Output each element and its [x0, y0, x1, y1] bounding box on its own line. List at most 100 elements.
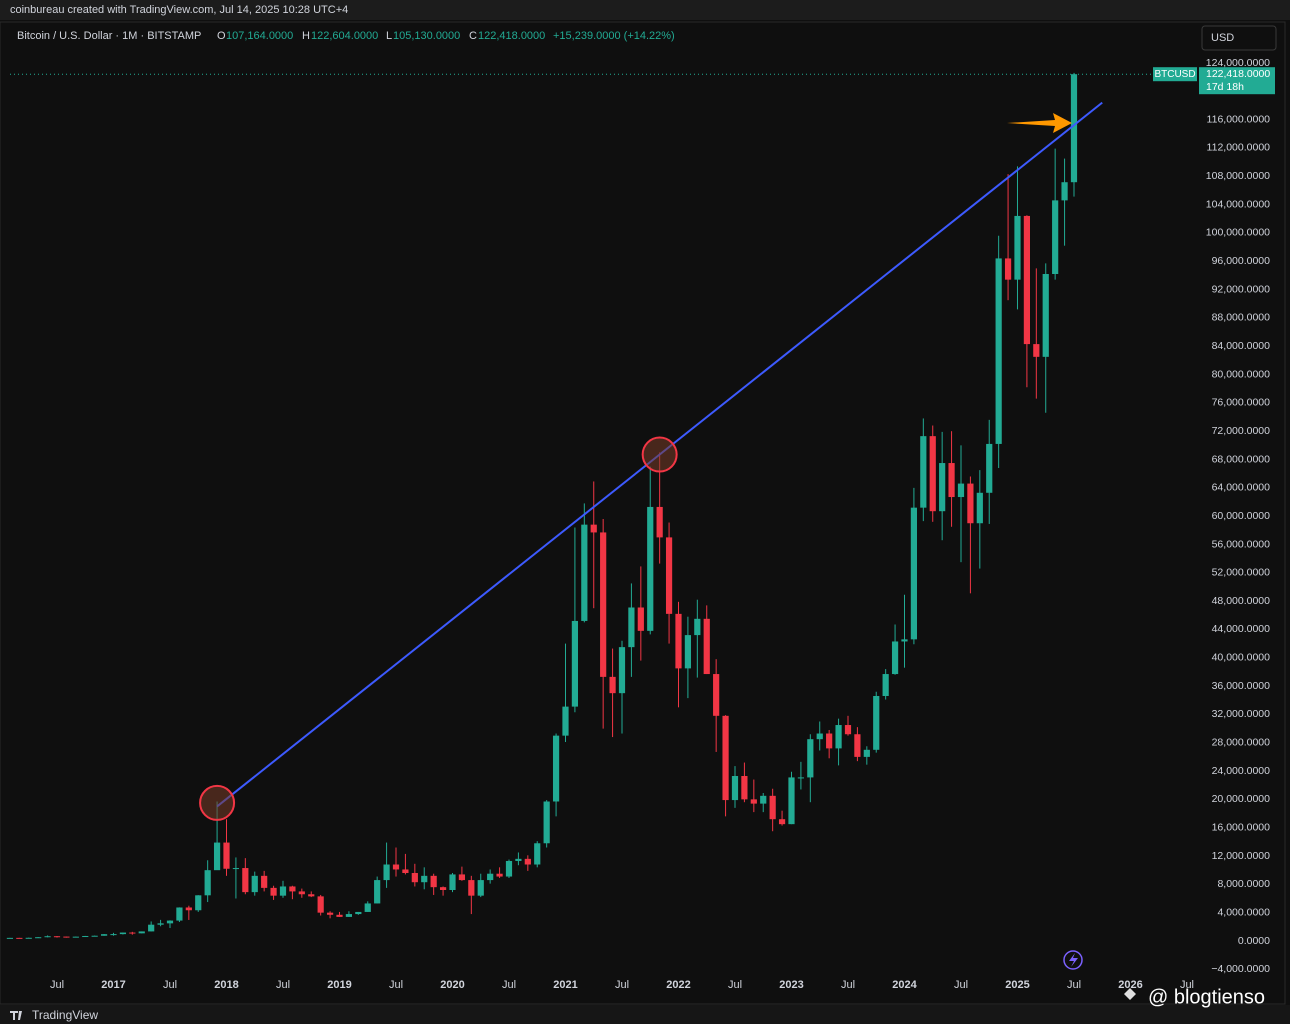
candle-body	[1070, 74, 1078, 183]
x-tick-label: 2019	[327, 979, 351, 991]
candle-body	[270, 887, 277, 896]
x-tick-label: Jul	[50, 979, 64, 991]
y-tick-label: −4,000.0000	[1211, 963, 1270, 975]
y-tick-label: 48,000.0000	[1212, 595, 1271, 607]
candle-body	[647, 506, 654, 631]
x-tick-label: 2022	[666, 979, 690, 991]
candle-body	[129, 932, 136, 934]
candle-body	[458, 874, 466, 881]
y-tick-label: 116,000.0000	[1207, 113, 1271, 125]
candle-body	[232, 868, 240, 870]
y-tick-label: 40,000.0000	[1212, 652, 1271, 664]
y-tick-label: 64,000.0000	[1212, 482, 1271, 494]
y-tick-label: 16,000.0000	[1212, 821, 1271, 833]
x-tick-label: 2024	[892, 979, 917, 991]
y-tick-label: 88,000.0000	[1212, 312, 1271, 324]
candle-body	[477, 880, 484, 896]
candle-body	[261, 875, 268, 888]
y-tick-label: 84,000.0000	[1212, 340, 1271, 352]
candle-body	[487, 873, 494, 881]
candle-body	[703, 618, 710, 675]
candle-body	[138, 931, 145, 934]
candle-body	[176, 907, 183, 921]
tv-logo	[10, 1011, 22, 1020]
x-tick-label: Jul	[389, 979, 403, 991]
symbol: Bitcoin / U.S. Dollar · 1M · BITSTAMP	[17, 30, 201, 42]
candle-body	[166, 920, 174, 924]
candle-body	[1061, 182, 1068, 201]
y-tick-label: 104,000.0000	[1206, 198, 1270, 210]
x-tick-label: 2023	[779, 979, 803, 991]
candle-body	[317, 896, 324, 913]
y-tick-label: 96,000.0000	[1212, 255, 1271, 267]
arrow	[1007, 113, 1072, 133]
ohlc-value: 107,164.0000	[226, 30, 293, 42]
candle-body	[920, 436, 927, 508]
candle-body	[844, 725, 852, 735]
candle-body	[16, 937, 23, 939]
candle-body	[439, 887, 447, 890]
ohlc-value: 122,418.0000	[478, 30, 545, 42]
candle-body	[552, 735, 560, 802]
candle-body	[675, 613, 682, 669]
candle-body	[110, 934, 117, 936]
candle-body	[119, 932, 127, 935]
y-tick-label: 80,000.0000	[1212, 368, 1271, 380]
candle-body	[600, 532, 607, 677]
candle-body	[298, 891, 305, 895]
candle-body	[1052, 200, 1059, 274]
candle-body	[326, 912, 334, 915]
candle-body	[741, 776, 748, 800]
candle-body	[976, 492, 983, 524]
watermark-logo	[1124, 988, 1136, 1000]
y-tick-label: 124,000.0000	[1206, 57, 1270, 69]
x-tick-label: Jul	[728, 979, 742, 991]
candle-body	[449, 874, 456, 890]
y-tick-label: 24,000.0000	[1212, 765, 1271, 777]
plot: 124,000.0000 116,000.0000 112,000.0000 108,…	[6, 57, 1275, 991]
candle-body	[534, 843, 541, 865]
candle-body	[524, 858, 531, 865]
y-tick-label: 32,000.0000	[1212, 708, 1271, 720]
y-tick-label: 20,000.0000	[1212, 793, 1271, 805]
x-tick-label: Jul	[841, 979, 855, 991]
candle-body	[901, 639, 908, 642]
ohlc-label: C	[469, 30, 477, 42]
candle-body	[788, 777, 795, 825]
candle-body	[656, 506, 663, 538]
ohlc-label: O	[217, 30, 226, 42]
candle-body	[63, 936, 70, 938]
candle-body	[967, 483, 974, 524]
x-tick-label: Jul	[615, 979, 629, 991]
candle-body	[148, 924, 155, 932]
y-tick-label: 56,000.0000	[1212, 538, 1271, 550]
candle-body	[204, 870, 211, 896]
candle-body	[345, 914, 353, 917]
candle-body	[778, 819, 786, 825]
change: +15,239.0000 (+14.22%)	[553, 30, 675, 42]
candle-body	[929, 436, 936, 512]
candle-body	[91, 935, 98, 937]
y-tick-label: 44,000.0000	[1212, 623, 1271, 635]
candle-body	[1042, 273, 1049, 357]
candle-body	[854, 734, 861, 757]
ohlc-label: H	[302, 30, 310, 42]
candle-body	[750, 799, 757, 804]
candle-body	[948, 463, 955, 498]
candle-body	[957, 483, 965, 498]
candle-body	[289, 886, 296, 892]
candle-body	[72, 936, 79, 938]
y-tick-label: 4,000.0000	[1217, 906, 1270, 918]
currency-button[interactable]	[1201, 25, 1277, 51]
candle-body	[308, 894, 315, 897]
candle-body	[618, 647, 626, 694]
candle-body	[223, 842, 230, 869]
brand: TradingView	[32, 1008, 98, 1022]
y-tick-label: 52,000.0000	[1212, 567, 1271, 579]
currency-label[interactable]: USD	[1211, 32, 1234, 44]
candle-body	[496, 873, 503, 877]
candle-body	[25, 937, 32, 939]
price-tag-box	[1199, 67, 1275, 95]
x-tick-label: Jul	[1067, 979, 1081, 991]
